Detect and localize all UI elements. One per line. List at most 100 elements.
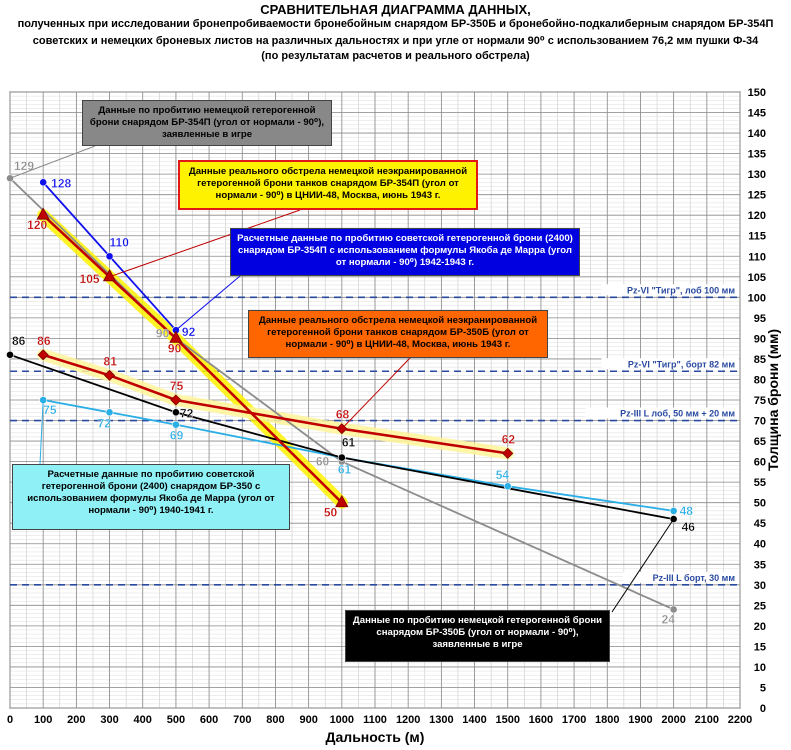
y-tick-label: 105 (748, 272, 766, 284)
x-tick-label: 1200 (396, 714, 420, 726)
callout-calc354: Расчетные данные по пробитию советской г… (230, 228, 580, 276)
data-label-real354: 90 (168, 341, 182, 355)
y-tick-label: 75 (754, 395, 766, 407)
y-tick-label: 70 (754, 416, 766, 428)
x-tick-label: 2000 (661, 714, 685, 726)
reference-label-bg (601, 284, 739, 296)
y-tick-label: 65 (754, 436, 766, 448)
data-label-game354: 24 (662, 612, 676, 626)
marker-real350 (170, 394, 182, 406)
y-tick-label: 20 (754, 621, 766, 633)
data-label-game350: 86 (12, 334, 26, 348)
y-tick-label: 140 (748, 128, 766, 140)
data-label-real354: 105 (80, 272, 100, 286)
x-tick-label: 300 (100, 714, 118, 726)
callout-leader-calc350 (39, 399, 44, 465)
data-label-calc354: 92 (182, 325, 196, 339)
x-tick-label: 2200 (728, 714, 752, 726)
y-axis-title: Толщина брони (мм) (765, 329, 781, 471)
x-tick-label: 1300 (429, 714, 453, 726)
x-tick-label: 2100 (695, 714, 719, 726)
y-tick-label: 25 (754, 600, 766, 612)
reference-label: Pz-III L борт, 30 мм (653, 573, 736, 583)
marker-calc350 (172, 420, 180, 429)
y-tick-label: 150 (748, 87, 766, 99)
y-tick-label: 10 (754, 662, 766, 674)
data-label-calc354: 128 (51, 176, 71, 190)
x-tick-label: 1800 (595, 714, 619, 726)
y-tick-label: 15 (754, 641, 766, 653)
x-tick-label: 600 (200, 714, 218, 726)
callout-real354: Данные реального обстрела немецкой неэкр… (178, 160, 478, 210)
y-tick-label: 95 (754, 313, 766, 325)
callout-calc350: Расчетные данные по пробитию советской г… (12, 464, 290, 530)
series-line-calc350 (43, 399, 674, 512)
y-tick-label: 50 (754, 498, 766, 510)
x-tick-label: 0 (7, 714, 13, 726)
chart-subtitle-line-1: полученных при исследовании бронепробива… (17, 18, 774, 30)
reference-label: Pz-VI "Тигр", лоб 100 мм (627, 285, 735, 295)
reference-label: Pz-VI "Тигр", борт 82 мм (628, 359, 735, 369)
marker-real350 (502, 447, 514, 459)
marker-calc354 (105, 252, 114, 261)
callout-leader-real350 (341, 357, 411, 430)
marker-real354 (169, 330, 183, 343)
marker-real354 (36, 207, 50, 220)
y-tick-label: 85 (754, 354, 766, 366)
data-label-game350: 46 (682, 520, 696, 534)
data-label-real354: 120 (27, 218, 47, 232)
data-label-game354: 60 (316, 455, 330, 469)
y-tick-label: 115 (748, 231, 766, 243)
x-tick-label: 1900 (628, 714, 652, 726)
x-tick-label: 900 (299, 714, 317, 726)
x-tick-label: 1400 (462, 714, 486, 726)
callout-leader-calc354 (175, 275, 241, 331)
y-tick-label: 55 (754, 477, 766, 489)
callout-leader-game354 (9, 145, 96, 179)
data-label-game354: 90 (156, 326, 170, 340)
reference-label-bg (623, 571, 739, 583)
data-label-calc350: 72 (98, 416, 112, 430)
y-tick-label: 90 (754, 333, 766, 345)
series-line-real354 (42, 214, 343, 504)
y-tick-label: 110 (748, 251, 766, 263)
marker-real354 (335, 494, 349, 508)
chart-title: СРАВНИТЕЛЬНАЯ ДИАГРАММА ДАННЫХ, (260, 2, 531, 17)
data-label-real350: 75 (170, 379, 184, 393)
x-tick-label: 500 (167, 714, 185, 726)
x-tick-label: 1100 (363, 714, 387, 726)
marker-calc354 (39, 178, 48, 187)
reference-label-bg (585, 407, 739, 419)
marker-calc350 (105, 408, 114, 417)
marker-game350 (6, 350, 14, 359)
callout-leader-game350 (611, 518, 675, 613)
reference-label-bg (601, 358, 739, 370)
data-label-calc350: 48 (680, 504, 694, 518)
marker-game350 (172, 408, 180, 417)
marker-game354 (669, 605, 678, 614)
x-tick-label: 100 (34, 714, 52, 726)
data-label-real350: 62 (502, 432, 516, 446)
data-label-game350: 61 (342, 435, 356, 449)
y-tick-label: 145 (748, 108, 766, 120)
chart-subtitle-line-3: (по результатам расчетов и реального обс… (261, 50, 530, 62)
x-axis-title: Дальность (м) (326, 729, 425, 745)
y-tick-label: 100 (748, 292, 766, 304)
y-tick-label: 45 (754, 518, 766, 530)
reference-label: Pz-III L лоб, 50 мм + 20 мм (620, 409, 735, 419)
data-label-calc350: 69 (170, 429, 184, 443)
data-label-game350: 72 (180, 406, 194, 420)
chart-subtitle-line-2: советских и немецких броневых листов на … (32, 35, 759, 47)
y-tick-label: 5 (760, 682, 766, 694)
y-tick-label: 60 (754, 457, 766, 469)
callout-game354: Данные по пробитию немецкой гетерогенной… (82, 100, 332, 146)
x-tick-label: 1700 (562, 714, 586, 726)
marker-calc350 (503, 482, 512, 491)
x-tick-label: 700 (233, 714, 251, 726)
y-tick-label: 130 (748, 169, 766, 181)
data-label-real350: 86 (37, 334, 51, 348)
y-tick-label: 80 (754, 374, 766, 386)
data-label-calc354: 110 (110, 235, 130, 249)
x-tick-label: 200 (67, 714, 85, 726)
